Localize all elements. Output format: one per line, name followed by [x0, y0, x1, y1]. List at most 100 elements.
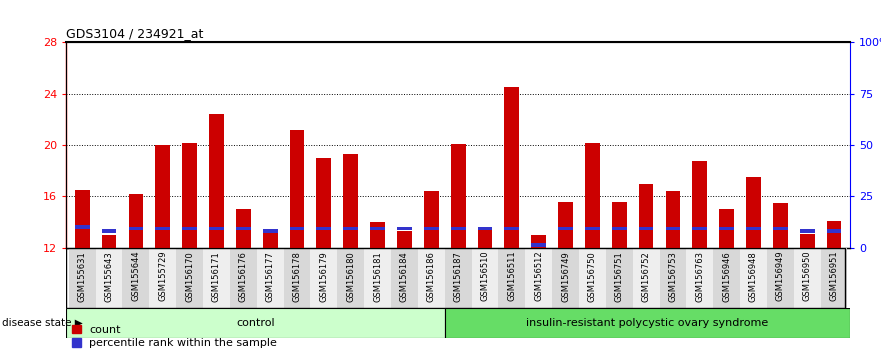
Bar — [719, 209, 734, 248]
Text: GSM156184: GSM156184 — [400, 251, 409, 302]
Bar — [66, 308, 445, 338]
Bar — [579, 248, 606, 308]
Bar — [397, 231, 411, 248]
Bar — [826, 221, 841, 248]
Bar — [75, 225, 90, 229]
Bar — [746, 177, 761, 248]
Bar — [176, 248, 203, 308]
Bar — [800, 234, 815, 248]
Bar — [101, 235, 116, 248]
Text: GSM156186: GSM156186 — [426, 251, 436, 302]
Text: GSM156510: GSM156510 — [480, 251, 490, 302]
Bar — [692, 227, 707, 230]
Bar — [424, 191, 439, 248]
Bar — [122, 248, 149, 308]
Bar — [316, 227, 331, 230]
Bar — [364, 248, 391, 308]
Bar — [344, 154, 358, 248]
Text: control: control — [236, 318, 275, 328]
Text: insulin-resistant polycystic ovary syndrome: insulin-resistant polycystic ovary syndr… — [526, 318, 768, 328]
Bar — [794, 248, 820, 308]
Bar — [337, 248, 364, 308]
Bar — [660, 248, 686, 308]
Bar — [478, 227, 492, 230]
Bar — [611, 227, 626, 230]
Bar — [585, 143, 600, 248]
Bar — [209, 114, 224, 248]
Text: GSM156512: GSM156512 — [534, 251, 544, 302]
Bar — [236, 209, 251, 248]
Text: GSM155729: GSM155729 — [159, 251, 167, 302]
Text: GSM156181: GSM156181 — [373, 251, 382, 302]
Text: GSM156951: GSM156951 — [830, 251, 839, 302]
Bar — [478, 229, 492, 248]
Bar — [284, 248, 310, 308]
Bar — [505, 227, 519, 230]
Bar — [471, 248, 499, 308]
Bar — [203, 248, 230, 308]
Bar — [445, 308, 850, 338]
Bar — [129, 227, 144, 230]
Text: GSM156187: GSM156187 — [454, 251, 463, 302]
Bar — [800, 229, 815, 233]
Bar — [826, 229, 841, 233]
Bar — [69, 248, 96, 308]
Text: GSM156948: GSM156948 — [749, 251, 758, 302]
Bar — [290, 130, 305, 248]
Bar — [290, 227, 305, 230]
Bar — [611, 201, 626, 248]
Text: GSM156753: GSM156753 — [669, 251, 677, 302]
Bar — [740, 248, 767, 308]
Bar — [665, 227, 680, 230]
Bar — [155, 145, 170, 248]
Bar — [692, 161, 707, 248]
Bar — [209, 227, 224, 230]
Bar — [686, 248, 714, 308]
Bar — [445, 248, 471, 308]
Text: GSM155643: GSM155643 — [105, 251, 114, 302]
Bar — [182, 143, 197, 248]
Text: GSM156511: GSM156511 — [507, 251, 516, 302]
Bar — [773, 203, 788, 248]
Bar — [585, 227, 600, 230]
Bar — [182, 227, 197, 230]
Legend: count, percentile rank within the sample: count, percentile rank within the sample — [71, 325, 278, 348]
Bar — [639, 184, 654, 248]
Bar — [505, 87, 519, 248]
Text: GSM156946: GSM156946 — [722, 251, 731, 302]
Bar — [101, 229, 116, 233]
Bar — [263, 231, 278, 248]
Bar — [606, 248, 633, 308]
Text: GSM156752: GSM156752 — [641, 251, 650, 302]
Bar — [665, 191, 680, 248]
Bar — [316, 158, 331, 248]
Bar — [370, 227, 385, 230]
Bar — [719, 227, 734, 230]
Bar — [230, 248, 256, 308]
Bar — [75, 190, 90, 248]
Bar — [820, 248, 848, 308]
Bar — [451, 144, 465, 248]
Bar — [96, 248, 122, 308]
Bar — [451, 227, 465, 230]
Text: GSM156750: GSM156750 — [588, 251, 597, 302]
Bar — [391, 248, 418, 308]
Text: GSM156180: GSM156180 — [346, 251, 355, 302]
Bar — [767, 248, 794, 308]
Text: GSM156178: GSM156178 — [292, 251, 301, 302]
Text: GSM156171: GSM156171 — [212, 251, 221, 302]
Text: GSM156179: GSM156179 — [319, 251, 329, 302]
Bar — [525, 248, 552, 308]
Text: GSM156176: GSM156176 — [239, 251, 248, 302]
Bar — [344, 227, 358, 230]
Bar — [155, 227, 170, 230]
Text: GSM155631: GSM155631 — [78, 251, 86, 302]
Bar — [714, 248, 740, 308]
Bar — [773, 227, 788, 230]
Text: GSM156763: GSM156763 — [695, 251, 704, 302]
Bar — [746, 227, 761, 230]
Bar — [531, 244, 546, 247]
Bar — [129, 194, 144, 248]
Bar — [633, 248, 660, 308]
Bar — [424, 227, 439, 230]
